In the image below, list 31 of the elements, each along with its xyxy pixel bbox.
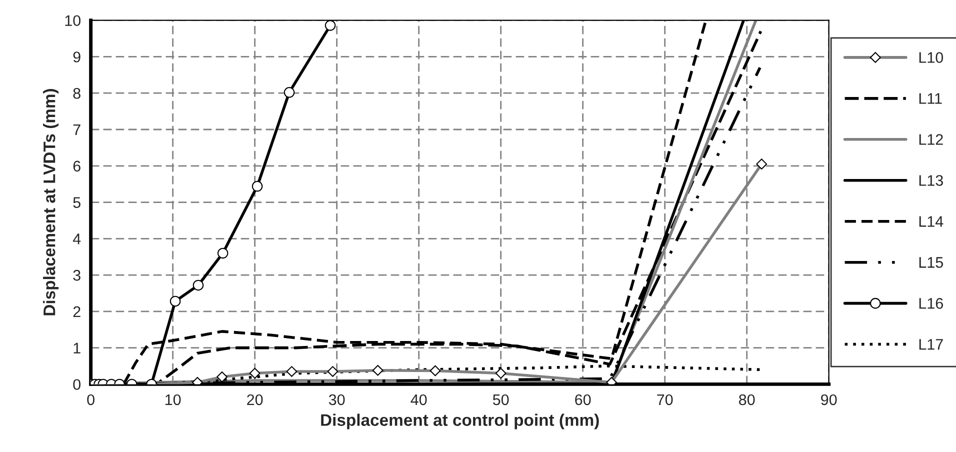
x-tick-label: 40 xyxy=(410,394,427,406)
x-tick-label: 80 xyxy=(739,394,755,406)
legend-label: L15 xyxy=(919,257,943,268)
legend-label: L17 xyxy=(919,339,943,350)
y-tick-label: 6 xyxy=(73,160,80,172)
y-tick-label: 7 xyxy=(73,124,80,136)
x-tick-label: 90 xyxy=(821,394,837,406)
x-tick-label: 0 xyxy=(87,394,94,406)
legend-label: L12 xyxy=(919,134,943,145)
x-tick-label: 60 xyxy=(575,394,591,406)
y-tick-label: 10 xyxy=(65,15,80,26)
y-tick-label: 9 xyxy=(73,52,80,62)
legend-label: L13 xyxy=(919,175,943,186)
legend-label: L16 xyxy=(919,298,943,309)
y-tick-label: 2 xyxy=(73,306,80,317)
x-tick-label: 10 xyxy=(165,394,181,406)
y-axis-title: Displacement at LVDTs (mm) xyxy=(43,89,59,316)
y-tick-label: 1 xyxy=(74,342,80,354)
y-tick-label: 3 xyxy=(73,270,80,281)
x-tick-label: 50 xyxy=(492,394,509,406)
x-tick-label: 20 xyxy=(247,394,263,406)
y-tick-label: 4 xyxy=(72,234,81,244)
x-tick-label: 70 xyxy=(657,394,673,406)
x-tick-label: 30 xyxy=(328,394,345,406)
legend-label: L10 xyxy=(919,52,944,63)
y-tick-label: 5 xyxy=(73,197,80,208)
y-tick-label: 0 xyxy=(73,379,80,390)
legend-label: L11 xyxy=(919,93,942,104)
x-axis-title: Displacement at control point (mm) xyxy=(321,414,599,430)
legend-label: L14 xyxy=(919,216,944,227)
y-tick-label: 8 xyxy=(73,88,80,99)
